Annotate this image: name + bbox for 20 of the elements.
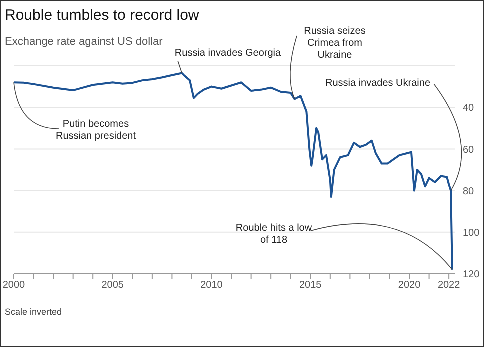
line-series xyxy=(14,72,454,271)
x-tick-label: 2010 xyxy=(200,280,224,292)
annotation: Russia invades Georgia xyxy=(174,48,282,60)
y-tick-label: 60 xyxy=(463,144,475,156)
y-tick-label: 100 xyxy=(463,228,480,239)
annotation: Russia seizes Crimea from Ukraine xyxy=(303,26,367,62)
x-tick-label: 2015 xyxy=(300,280,322,292)
y-tick-label: 80 xyxy=(463,186,475,198)
chart-subtitle: Exchange rate against US dollar xyxy=(5,36,163,48)
text: Scale inverted xyxy=(5,307,62,317)
annotation: Rouble hits a low of 118 xyxy=(235,223,313,247)
y-tick-label: 120 xyxy=(463,270,480,281)
chart-title: Rouble tumbles to record low xyxy=(5,7,200,24)
y-tick-label: 40 xyxy=(463,103,475,114)
x-tick-label: 2022 xyxy=(438,280,461,292)
x-tick-label: 2020 xyxy=(398,280,422,292)
x-tick-label: 2000 xyxy=(2,280,26,292)
annotation: Russia invades Ukraine xyxy=(324,78,432,90)
annotation: Putin becomes Russian president xyxy=(54,119,138,143)
x-tick-label: 2005 xyxy=(102,280,124,292)
